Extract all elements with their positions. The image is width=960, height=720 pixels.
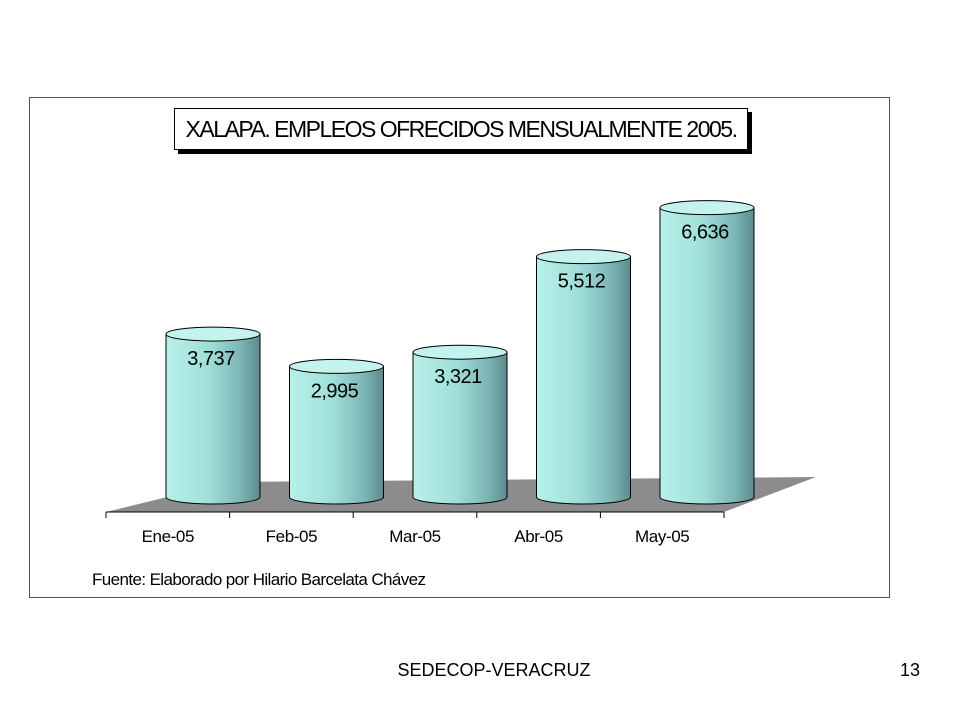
bar-value-label: 6,636 <box>681 222 729 244</box>
chart-title: XALAPA. EMPLEOS OFRECIDOS MENSUALMENTE 2… <box>174 108 748 150</box>
x-tick-label: Mar-05 <box>389 527 440 546</box>
bar-value-label: 5,512 <box>558 271 606 293</box>
bar-ene-05: 3,737 <box>165 326 261 505</box>
bars-group: 3,737 2,995 3,321 5,512 6,636 <box>165 200 755 505</box>
source-note: Fuente: Elaborado por Hilario Barcelata … <box>92 570 426 589</box>
bar-cylinder-top <box>659 200 755 216</box>
bar-value-label: 2,995 <box>311 380 359 402</box>
page-number: 13 <box>899 660 920 680</box>
bar-cylinder-body <box>165 333 261 505</box>
bar-cylinder-top <box>289 358 384 374</box>
bar-value-label: 3,321 <box>434 366 482 388</box>
bar-cylinder-top <box>165 326 261 342</box>
x-tick-label: Abr-05 <box>514 527 563 546</box>
bar-cylinder-body <box>412 351 508 505</box>
bar-cylinder-top <box>412 344 508 360</box>
x-tick-label: May-05 <box>635 527 689 546</box>
bar-mar-05: 3,321 <box>412 344 508 505</box>
bar-cylinder-body <box>536 256 631 505</box>
bar-may-05: 6,636 <box>659 200 755 505</box>
x-tick-label: Feb-05 <box>266 527 317 546</box>
bar-cylinder-body <box>659 207 755 505</box>
bar-cylinder-top <box>536 249 631 265</box>
bar-feb-05: 2,995 <box>289 358 384 505</box>
footer-organization: SEDECOP-VERACRUZ <box>397 660 591 680</box>
bar-cylinder-body <box>289 365 384 505</box>
bar-value-label: 3,737 <box>187 348 235 370</box>
x-axis-labels: Ene-05 Feb-05 Mar-05 Abr-05 May-05 <box>142 527 690 546</box>
bar-abr-05: 5,512 <box>536 249 631 505</box>
x-axis-ticks <box>105 512 725 518</box>
x-tick-label: Ene-05 <box>142 527 194 546</box>
